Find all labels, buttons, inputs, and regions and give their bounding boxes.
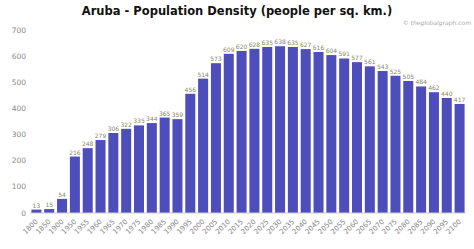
- bar: [198, 79, 208, 213]
- data-label: 638: [274, 38, 286, 45]
- data-label: 543: [377, 63, 389, 70]
- data-label: 627: [300, 41, 312, 48]
- y-tick-label: 300: [12, 130, 27, 139]
- data-label: 440: [441, 90, 453, 97]
- chart-container: Aruba - Population Density (people per s…: [0, 0, 474, 249]
- data-label: 462: [428, 84, 440, 91]
- data-label: 620: [236, 43, 248, 50]
- bar: [31, 210, 41, 213]
- bar: [339, 58, 349, 213]
- data-label: 505: [403, 73, 415, 80]
- bar: [442, 98, 452, 213]
- y-tick-label: 700: [12, 26, 27, 35]
- data-label: 561: [364, 58, 376, 65]
- watermark: © theglobalgraph.com: [403, 19, 471, 27]
- data-label: 628: [249, 41, 261, 48]
- data-label: 54: [58, 191, 66, 198]
- data-label: 216: [69, 149, 81, 156]
- bar: [403, 81, 413, 213]
- data-labels: 13 15 54 216248279306322335344365359 456 514 5…: [33, 38, 466, 208]
- y-axis: 0 100 200 300 400 500 600 700: [12, 26, 27, 218]
- data-label: 609: [223, 46, 235, 53]
- bar: [326, 55, 336, 213]
- data-label: 15: [45, 201, 53, 208]
- bar: [185, 94, 195, 213]
- data-label: 573: [210, 55, 222, 62]
- y-tick-label: 400: [12, 104, 27, 113]
- data-label: 417: [454, 96, 466, 103]
- data-label: 344: [146, 115, 158, 122]
- y-tick-label: 200: [12, 156, 27, 165]
- chart-svg: Aruba - Population Density (people per s…: [0, 0, 474, 249]
- data-label: 335: [133, 117, 145, 124]
- x-tick-label: 2100: [445, 218, 463, 236]
- y-tick-label: 100: [12, 182, 27, 191]
- bar: [378, 71, 388, 213]
- bar: [108, 133, 118, 213]
- data-label: 577: [351, 54, 363, 61]
- bar: [352, 62, 362, 213]
- y-tick-label: 0: [21, 209, 26, 218]
- bar: [237, 51, 247, 213]
- data-label: 635: [262, 39, 274, 46]
- bar: [121, 129, 131, 213]
- data-label: 322: [120, 121, 132, 128]
- data-label: 525: [390, 68, 402, 75]
- data-label: 604: [326, 47, 338, 54]
- data-label: 306: [108, 125, 120, 132]
- bar: [44, 209, 54, 213]
- bar: [455, 104, 465, 213]
- bar: [147, 123, 157, 213]
- y-tick-label: 500: [12, 78, 27, 87]
- bar: [365, 66, 375, 213]
- y-tick-label: 600: [12, 52, 27, 61]
- bar: [211, 63, 221, 213]
- data-label: 279: [95, 132, 107, 139]
- data-label: 456: [185, 86, 197, 93]
- bar: [249, 49, 259, 213]
- data-label: 591: [338, 50, 350, 57]
- bar: [262, 47, 272, 213]
- x-axis-line: [30, 213, 466, 214]
- bar: [96, 140, 106, 213]
- page: {"chart_data": {"type": "bar", "title": …: [0, 0, 474, 249]
- bar: [83, 148, 93, 213]
- data-label: 365: [159, 110, 171, 117]
- data-label: 514: [197, 71, 209, 78]
- data-label: 248: [82, 140, 94, 147]
- bar: [134, 125, 144, 213]
- bar: [390, 76, 400, 213]
- bar: [57, 199, 67, 213]
- x-axis: 1800185019001950195519601965197019751980…: [22, 218, 463, 236]
- bar: [224, 54, 234, 213]
- bar: [160, 118, 170, 213]
- bars: [31, 46, 464, 213]
- bar: [314, 52, 324, 213]
- data-label: 359: [172, 111, 184, 118]
- data-label: 635: [287, 39, 299, 46]
- data-label: 484: [415, 78, 427, 85]
- bar: [301, 49, 311, 213]
- data-label: 13: [33, 202, 41, 209]
- data-label: 616: [313, 44, 325, 51]
- title: Aruba - Population Density (people per s…: [82, 4, 392, 18]
- bar: [288, 47, 298, 213]
- bar: [275, 46, 285, 213]
- bar: [70, 157, 80, 213]
- bar: [429, 92, 439, 213]
- bar: [416, 86, 426, 213]
- bar: [172, 119, 182, 213]
